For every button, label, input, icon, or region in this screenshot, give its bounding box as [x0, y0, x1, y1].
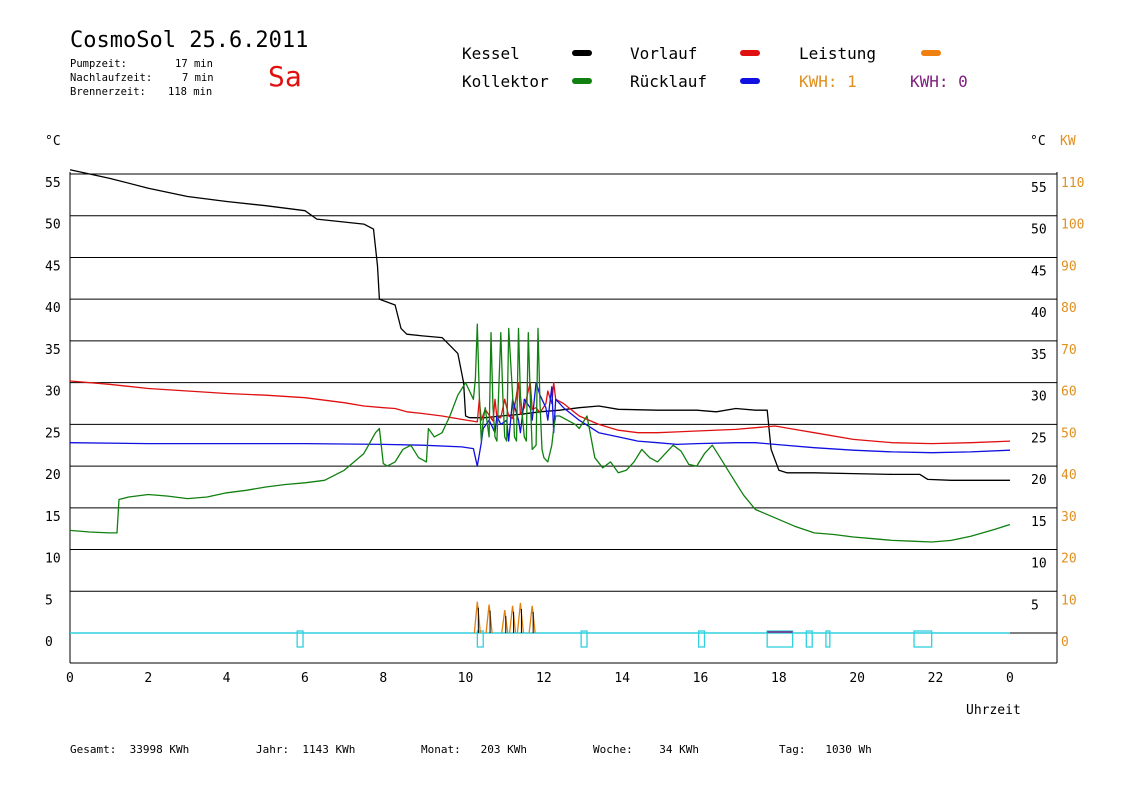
pumpzeit-label: Pumpzeit: [70, 58, 127, 70]
y-tick-label-kw: 0 [1061, 635, 1069, 650]
y-tick-label-left: 25 [45, 426, 61, 441]
power-spike [501, 609, 509, 634]
legend-kessel-label: Kessel [462, 44, 520, 63]
pump-on-marker [697, 630, 706, 648]
y-tick-label-left: 15 [45, 510, 61, 525]
pumpzeit-value: 17 min [175, 58, 213, 70]
y-tick-label-right: 40 [1031, 306, 1047, 321]
footer-jahr: Jahr: 1143 KWh [256, 743, 356, 756]
y-tick-label-right: 55 [1031, 181, 1047, 196]
y-tick-label-kw: 80 [1061, 301, 1077, 316]
y-axis-unit-left: °C [45, 134, 61, 149]
legend-kessel-swatch [572, 50, 592, 56]
nachlaufzeit-value: 7 min [182, 72, 214, 84]
y-tick-label-right: 10 [1031, 557, 1047, 572]
legend-kwh1-label: KWH: 1 [799, 72, 857, 91]
series-kessel [69, 169, 1010, 481]
x-tick-label: 18 [771, 671, 787, 686]
footer-gesamt: Gesamt: 33998 KWh [70, 743, 190, 756]
x-tick-label: 10 [458, 671, 474, 686]
x-tick-label: 14 [614, 671, 630, 686]
series-kollektor [69, 323, 1011, 543]
power-spike [473, 601, 481, 634]
x-tick-label: 0 [1006, 671, 1014, 686]
y-tick-label-kw: 60 [1061, 385, 1077, 400]
pump-on-marker [825, 630, 831, 648]
power-spike [528, 605, 536, 634]
pump-on-marker [580, 630, 588, 648]
pump-on-marker [805, 630, 813, 648]
y-tick-label-right: 30 [1031, 390, 1047, 405]
x-tick-label: 2 [144, 671, 152, 686]
y-axis-unit-kw: KW [1060, 134, 1076, 149]
y-tick-label-kw: 10 [1061, 593, 1077, 608]
y-tick-label-right: 25 [1031, 431, 1047, 446]
weekday-label: Sa [268, 60, 302, 93]
y-tick-label-right: 50 [1031, 223, 1047, 238]
y-tick-label-kw: 110 [1061, 176, 1084, 191]
x-tick-label: 22 [928, 671, 944, 686]
y-tick-label-right: 20 [1031, 473, 1047, 488]
pump-on-marker [913, 630, 933, 648]
x-tick-label: 6 [301, 671, 309, 686]
legend-leistung-swatch [921, 50, 941, 56]
legend-kwh2-label: KWH: 0 [910, 72, 968, 91]
y-tick-label-left: 55 [45, 176, 61, 191]
y-tick-label-right: 5 [1031, 598, 1039, 613]
y-tick-label-left: 10 [45, 552, 61, 567]
y-tick-label-kw: 40 [1061, 468, 1077, 483]
x-tick-label: 20 [849, 671, 865, 686]
power-spike [508, 605, 517, 634]
series-ruecklauf [69, 381, 1011, 467]
y-tick-label-kw: 70 [1061, 343, 1077, 358]
x-tick-label: 4 [223, 671, 231, 686]
y-tick-label-right: 35 [1031, 348, 1047, 363]
y-tick-label-kw: 30 [1061, 510, 1077, 525]
legend-vorlauf-swatch [740, 50, 760, 56]
legend-leistung-label: Leistung [799, 44, 877, 63]
brennerzeit-label: Brennerzeit: [70, 86, 146, 98]
pump-on-marker [766, 630, 794, 648]
y-tick-label-left: 20 [45, 468, 61, 483]
footer-tag: Tag: 1030 Wh [779, 743, 872, 756]
y-tick-label-left: 0 [45, 635, 53, 650]
x-tick-label: 12 [536, 671, 552, 686]
pump-on-marker [296, 630, 304, 648]
footer-woche: Woche: 34 KWh [593, 743, 699, 756]
y-tick-label-left: 50 [45, 218, 61, 233]
y-tick-label-right: 45 [1031, 264, 1047, 279]
y-tick-label-kw: 100 [1061, 218, 1084, 233]
nachlaufzeit-label: Nachlaufzeit: [70, 72, 153, 84]
power-spike [485, 604, 493, 634]
y-tick-label-kw: 50 [1061, 426, 1077, 441]
x-tick-label: 8 [379, 671, 387, 686]
legend-ruecklauf-label: Rücklauf [630, 72, 708, 91]
chart-title: CosmoSol 25.6.2011 [70, 28, 309, 53]
footer-monat: Monat: 203 KWh [421, 743, 527, 756]
x-tick-label: 0 [66, 671, 74, 686]
x-axis-label: Uhrzeit [966, 703, 1021, 718]
y-tick-label-left: 5 [45, 593, 53, 608]
legend-kollektor-swatch [572, 78, 592, 84]
y-axis-unit-right: °C [1030, 134, 1046, 149]
y-tick-label-right: 15 [1031, 515, 1047, 530]
x-tick-label: 16 [693, 671, 709, 686]
legend-kollektor-label: Kollektor [462, 72, 549, 91]
y-tick-label-left: 45 [45, 259, 61, 274]
power-spike [516, 602, 525, 634]
y-tick-label-left: 40 [45, 301, 61, 316]
y-tick-label-left: 30 [45, 385, 61, 400]
y-tick-label-left: 35 [45, 343, 61, 358]
brennerzeit-value: 118 min [168, 86, 213, 98]
y-tick-label-kw: 90 [1061, 259, 1077, 274]
legend-vorlauf-label: Vorlauf [630, 44, 698, 63]
y-tick-label-kw: 20 [1061, 552, 1077, 567]
legend-ruecklauf-swatch [740, 78, 760, 84]
